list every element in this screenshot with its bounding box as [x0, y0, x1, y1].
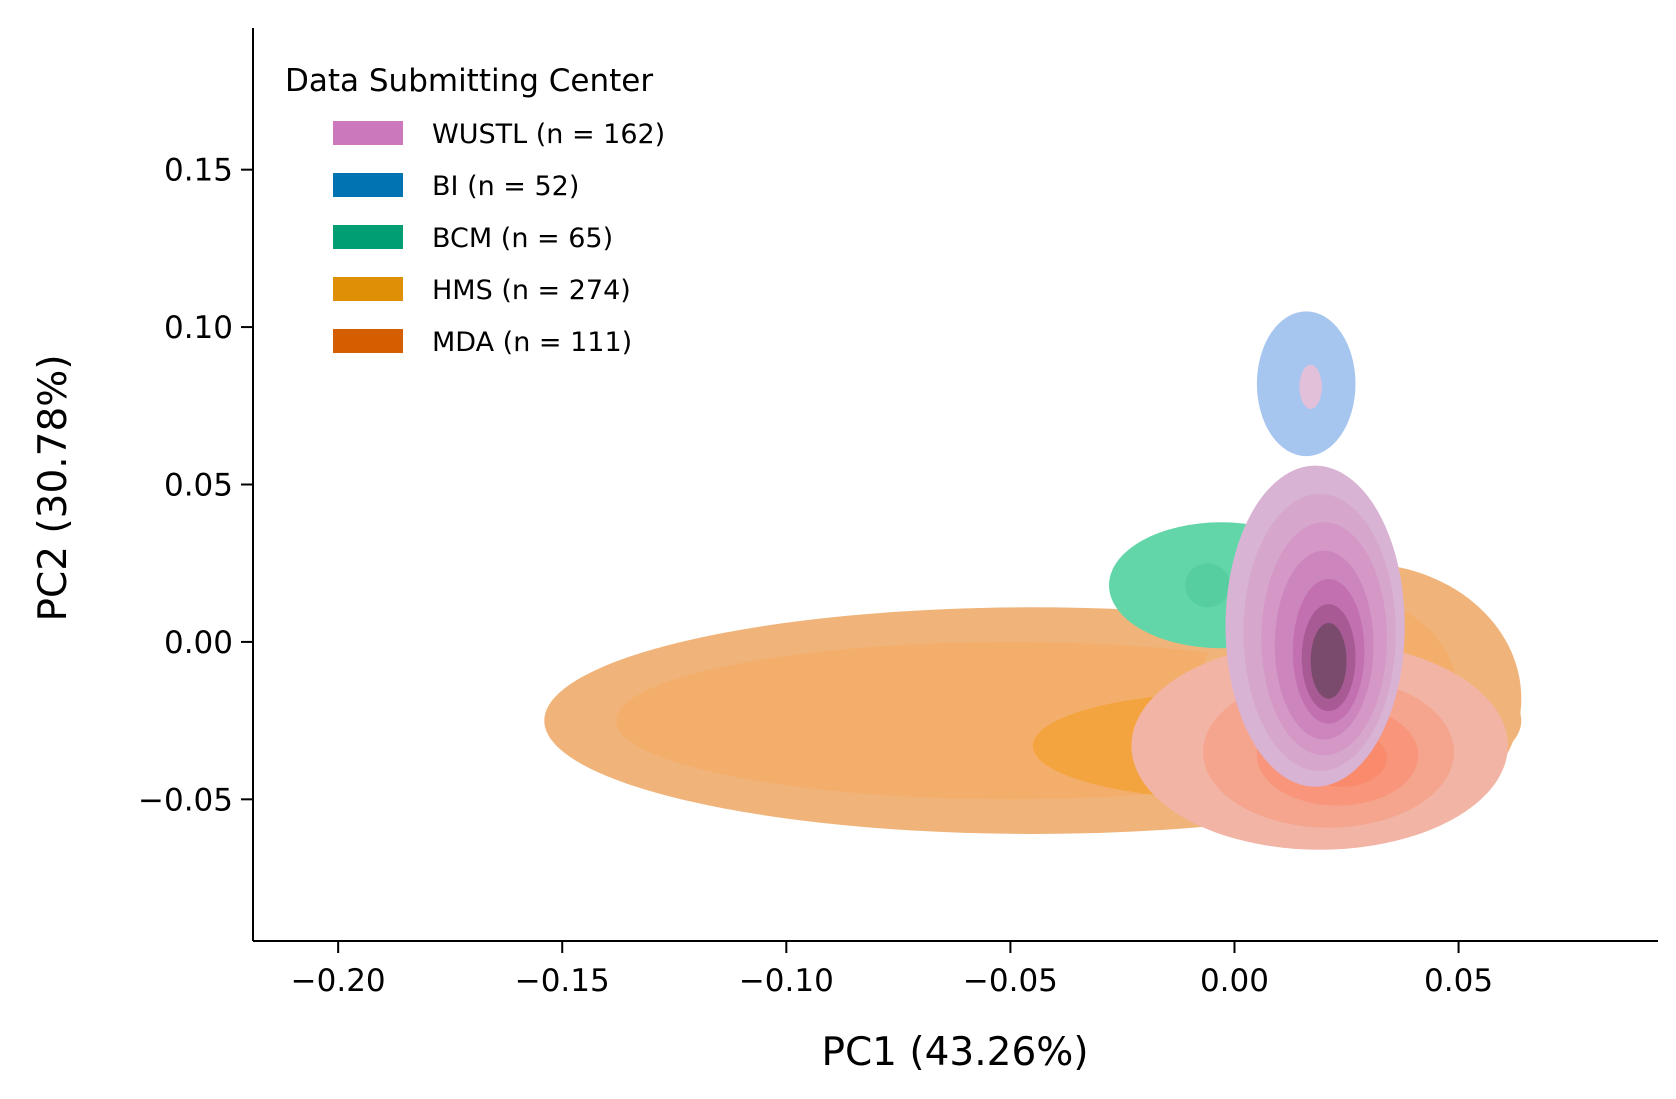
x-tick-label: −0.20: [291, 963, 386, 999]
y-axis-label: PC2 (30.78%): [31, 354, 76, 621]
legend-label: BCM (n = 65): [432, 223, 613, 254]
x-axis-ticks: −0.20 −0.15 −0.10 −0.05 0.00 0.05: [291, 941, 1493, 999]
legend-swatch: [333, 121, 403, 145]
y-tick-label: 0.05: [164, 468, 233, 504]
density-level: [1299, 364, 1322, 409]
y-axis-ticks: −0.05 0.00 0.05 0.10 0.15: [138, 153, 253, 818]
legend-label: BI (n = 52): [432, 171, 579, 202]
x-tick-label: −0.05: [963, 963, 1058, 999]
y-tick-label: 0.10: [164, 310, 233, 346]
x-tick-label: 0.05: [1424, 963, 1493, 999]
y-tick-label: 0.00: [164, 625, 233, 661]
legend-swatch: [333, 329, 403, 353]
legend-label: WUSTL (n = 162): [432, 119, 665, 150]
legend-label: MDA (n = 111): [432, 327, 632, 358]
x-axis-label: PC1 (43.26%): [821, 1030, 1088, 1075]
legend-swatch: [333, 277, 403, 301]
density-level: [1310, 623, 1347, 699]
legend-swatch: [333, 225, 403, 249]
x-tick-label: −0.10: [739, 963, 834, 999]
legend-title: Data Submitting Center: [285, 63, 653, 99]
legend-entries: WUSTL (n = 162) BI (n = 52) BCM (n = 65) HM…: [333, 119, 665, 358]
density-group: [1299, 364, 1322, 409]
legend: Data Submitting Center WUSTL (n = 162) BI…: [285, 63, 665, 358]
x-tick-label: −0.15: [515, 963, 610, 999]
density-contours: [544, 311, 1522, 850]
density-level: [1185, 563, 1231, 608]
y-tick-label: −0.05: [138, 782, 233, 818]
density-group: [1225, 465, 1405, 787]
x-tick-label: 0.00: [1200, 963, 1269, 999]
legend-swatch: [333, 173, 403, 197]
y-tick-label: 0.15: [164, 153, 233, 189]
legend-label: HMS (n = 274): [432, 275, 631, 306]
